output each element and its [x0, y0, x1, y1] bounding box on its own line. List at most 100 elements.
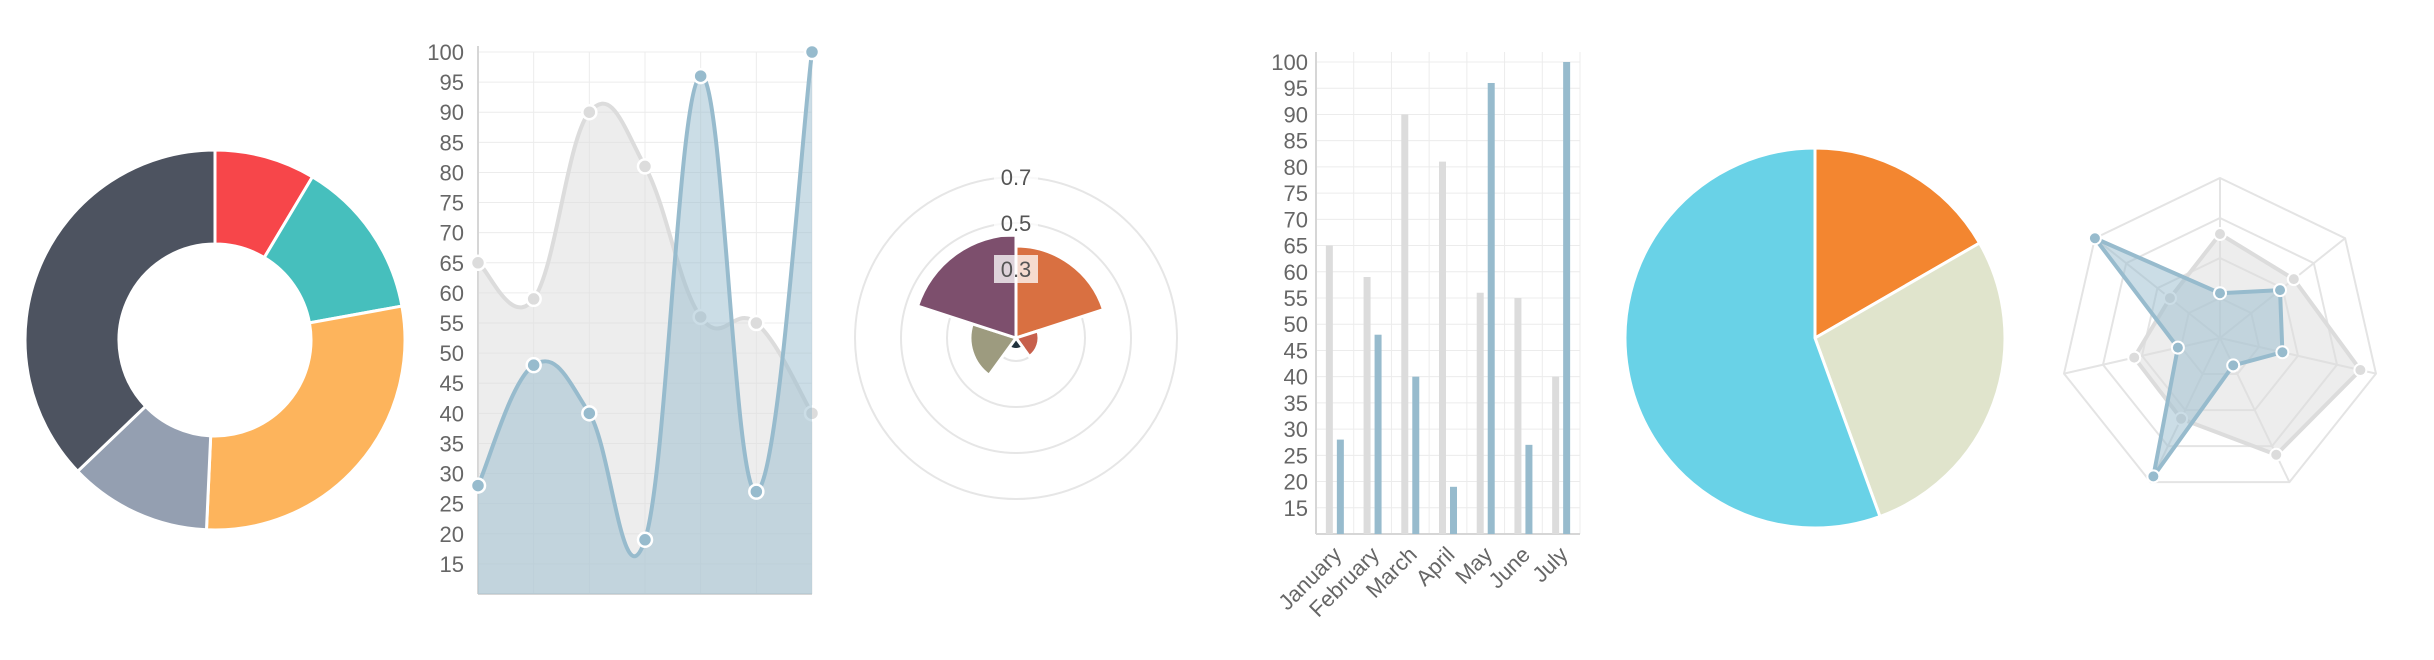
line-y-tick-label: 70 — [440, 221, 464, 246]
bar-y-tick-label: 100 — [1271, 50, 1308, 75]
line-point — [581, 103, 598, 121]
bar-y-tick-label: 45 — [1284, 338, 1308, 363]
polar-tick-backdrop — [994, 255, 1038, 283]
bar — [1514, 298, 1522, 534]
bar-y-tick-label: 55 — [1284, 286, 1308, 311]
bar — [1374, 334, 1382, 534]
line-y-tick-label: 55 — [440, 311, 464, 336]
bar-y-tick-label: 65 — [1284, 234, 1308, 259]
radar-point — [2213, 227, 2227, 241]
line-y-tick-label: 35 — [440, 431, 464, 456]
bar-y-tick-label: 35 — [1284, 391, 1308, 416]
line-y-tick-label: 100 — [427, 40, 464, 65]
bar — [1363, 277, 1371, 534]
radar-point — [2269, 447, 2284, 462]
bar-x-tick-label: June — [1484, 542, 1535, 593]
bar — [1325, 245, 1333, 535]
polar-area-chart: 0.3 0.5 0.7 — [854, 163, 1178, 500]
bar-grid — [1315, 52, 1581, 534]
doughnut-segment — [204, 304, 407, 532]
bar-y-tick-label: 30 — [1284, 417, 1308, 442]
bar-y-tick-label: 95 — [1284, 76, 1308, 101]
bar-x-tick-label: April — [1411, 542, 1460, 591]
bar — [1525, 444, 1533, 534]
line-y-tick-label: 60 — [440, 281, 464, 306]
bar-y-tick-label: 60 — [1284, 260, 1308, 285]
polar-tick-label: 0.7 — [1001, 165, 1032, 190]
doughnut-chart — [23, 148, 407, 532]
line-y-tick-label: 95 — [440, 70, 464, 95]
polar-segment — [968, 321, 1019, 378]
polar-segment — [1013, 329, 1041, 359]
bar-y-tick-label: 15 — [1284, 496, 1308, 521]
line-point — [525, 290, 542, 308]
radar-chart — [2062, 176, 2378, 484]
line-point — [469, 477, 487, 494]
bar-y-tick-label: 90 — [1284, 102, 1308, 127]
line-point — [525, 356, 542, 374]
bar-chart: 1520253035404550556065707580859095100Jan… — [1271, 50, 1581, 622]
bar — [1401, 114, 1409, 534]
doughnut-segment — [23, 148, 217, 474]
radar-ring — [2062, 176, 2378, 484]
line-point — [581, 405, 598, 422]
bar-y-tick-label: 85 — [1284, 129, 1308, 154]
line-y-tick-label: 90 — [440, 100, 464, 125]
bar — [1450, 486, 1457, 534]
line-y-tick-label: 75 — [440, 191, 464, 216]
bar-y-tick-label: 25 — [1284, 443, 1308, 468]
bar — [1476, 292, 1484, 534]
line-y-tick-label: 40 — [440, 401, 464, 426]
bar-x-tick-label: July — [1527, 542, 1572, 587]
bar-y-tick-label: 80 — [1284, 155, 1308, 180]
line-y-tick-label: 50 — [440, 341, 464, 366]
radar-point — [2127, 350, 2142, 365]
line-y-tick-label: 45 — [440, 371, 464, 396]
bar — [1552, 376, 1560, 534]
line-y-tick-label: 85 — [440, 130, 464, 155]
line-point — [636, 158, 654, 175]
line-point — [692, 67, 709, 85]
bar — [1487, 82, 1495, 534]
bar-y-tick-label: 75 — [1284, 181, 1308, 206]
radar-point — [2213, 286, 2227, 301]
line-point — [469, 254, 487, 272]
bar-y-tick-label: 70 — [1284, 207, 1308, 232]
radar-point — [2286, 272, 2301, 287]
polar-tick-label: 0.3 — [1001, 257, 1032, 282]
line-y-tick-label: 15 — [440, 552, 464, 577]
line-chart: 15 20 25 30 35 40 45 50 55 60 65 70 75 80 85 90 95 100 — [427, 40, 821, 595]
line-point — [803, 43, 821, 61]
radar-point — [2146, 469, 2161, 484]
pie-slice — [1813, 240, 2007, 519]
bar-y-tick-label: 40 — [1284, 365, 1308, 390]
radar-ring — [2101, 216, 2339, 448]
radar-point — [2273, 283, 2288, 298]
line-series-line — [476, 51, 814, 559]
pie-slice — [1813, 146, 1982, 341]
radar-point — [2353, 363, 2368, 378]
pie-chart — [1623, 146, 2007, 530]
line-y-tick-label: 30 — [440, 462, 464, 487]
line-point — [636, 531, 654, 549]
radar-point — [2170, 340, 2185, 355]
polar-tick-backdrop — [994, 209, 1038, 237]
bar-y-tick-label: 50 — [1284, 312, 1308, 337]
pie-slice — [1623, 146, 1882, 530]
polar-tick-backdrop — [994, 163, 1038, 191]
bar — [1439, 161, 1446, 534]
line-y-tick-label: 20 — [440, 522, 464, 547]
line-point — [748, 483, 765, 500]
radar-point — [2275, 345, 2290, 360]
line-y-tick-label: 80 — [440, 160, 464, 185]
line-point — [748, 314, 765, 332]
bar-y-tick-label: 20 — [1284, 470, 1308, 495]
radar-point — [2087, 231, 2102, 246]
polar-tick-label: 0.5 — [1001, 211, 1032, 236]
bar — [1336, 439, 1344, 534]
bar — [1412, 376, 1420, 534]
line-series-area — [478, 52, 812, 594]
polar-segment — [915, 232, 1018, 341]
bar — [1563, 62, 1571, 534]
